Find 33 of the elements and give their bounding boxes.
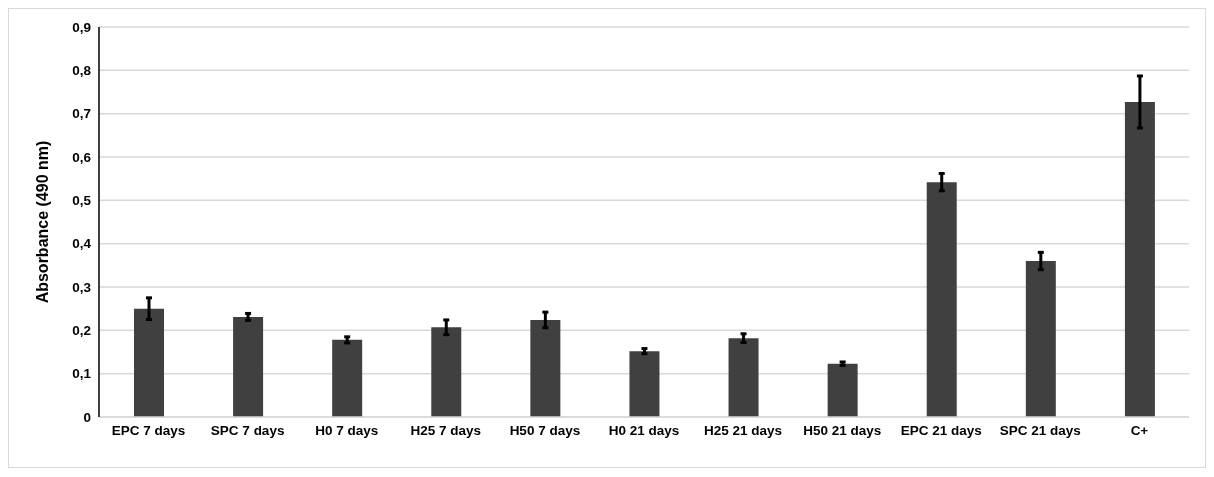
y-tick-label: 0,9 <box>72 19 91 35</box>
bar <box>431 327 462 417</box>
x-tick-label: C+ <box>1130 422 1149 438</box>
bar <box>134 308 164 417</box>
y-tick-label: 0,2 <box>72 323 91 339</box>
y-tick-label: 0,6 <box>72 149 92 165</box>
x-tick-label: SPC 7 days <box>210 422 285 438</box>
y-axis-title: Absorbance (490 nm) <box>33 140 51 304</box>
x-tick-label: EPC 21 days <box>900 422 982 438</box>
bar <box>1124 101 1155 417</box>
y-tick-label: 0,8 <box>72 63 92 79</box>
x-tick-label: H0 7 days <box>315 422 379 438</box>
bar <box>728 338 759 417</box>
x-tick-label: EPC 7 days <box>111 422 186 438</box>
bar <box>233 316 264 417</box>
bar <box>629 351 660 417</box>
bar <box>1025 261 1056 417</box>
bar <box>530 319 561 417</box>
y-tick-label: 0,3 <box>72 279 92 295</box>
x-tick-label: SPC 21 days <box>999 422 1081 438</box>
y-tick-label: 0,4 <box>72 236 92 252</box>
y-tick-label: 0,7 <box>72 106 91 122</box>
y-tick-label: 0,1 <box>72 366 92 382</box>
x-tick-label: H25 7 days <box>410 422 482 438</box>
bar <box>926 182 957 417</box>
x-tick-label: H50 21 days <box>803 422 882 438</box>
y-tick-label: 0,5 <box>72 193 92 209</box>
y-tick-label: 0 <box>83 409 91 425</box>
x-tick-label: H50 7 days <box>509 422 581 438</box>
x-tick-label: H0 21 days <box>608 422 680 438</box>
x-tick-label: H25 21 days <box>704 422 783 438</box>
bar <box>827 363 858 417</box>
bar <box>332 339 363 417</box>
